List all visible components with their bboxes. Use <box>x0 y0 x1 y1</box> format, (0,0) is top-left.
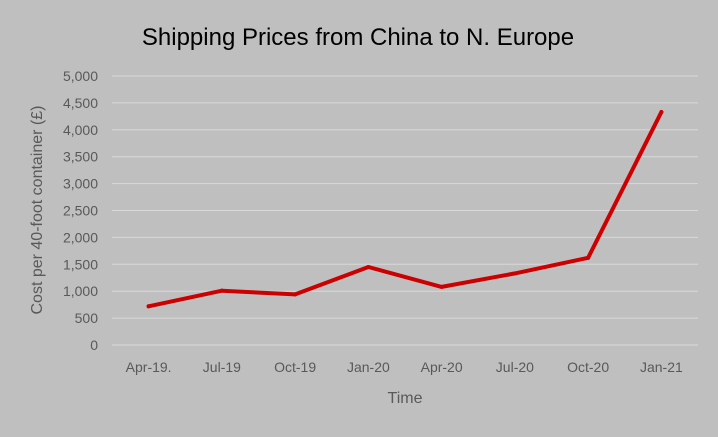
y-tick-label: 2,000 <box>63 229 98 245</box>
y-tick-label: 3,000 <box>63 176 98 192</box>
x-tick-label: Apr-20 <box>421 359 463 375</box>
data-point <box>366 264 371 269</box>
data-point <box>659 110 664 115</box>
data-point <box>293 292 298 297</box>
data-point <box>146 304 151 309</box>
y-tick-labels: 0 500 1,000 1,500 2,000 2,500 3,000 3,500 4,000 4… <box>63 68 98 353</box>
x-tick-labels: Apr-19. Jul-19 Oct-19 Jan-20 Apr-20 Jul-20 Oct… <box>126 359 683 375</box>
x-tick-label: Jan-20 <box>347 359 390 375</box>
x-tick-label: Oct-20 <box>567 359 609 375</box>
y-tick-label: 5,000 <box>63 68 98 84</box>
y-tick-label: 1,000 <box>63 283 98 299</box>
data-point <box>439 284 444 289</box>
y-tick-label: 1,500 <box>63 256 98 272</box>
y-tick-label: 3,500 <box>63 149 98 165</box>
chart-title: Shipping Prices from China to N. Europe <box>142 24 574 51</box>
data-point <box>586 255 591 260</box>
y-tick-label: 4,500 <box>63 95 98 111</box>
y-axis-label: Cost per 40-foot container (£) <box>29 106 46 315</box>
data-point <box>512 271 517 276</box>
x-tick-label: Oct-19 <box>274 359 316 375</box>
y-tick-label: 500 <box>75 310 99 326</box>
y-tick-label: 4,000 <box>63 122 98 138</box>
y-tick-label: 2,500 <box>63 203 98 219</box>
x-tick-label: Jul-20 <box>496 359 534 375</box>
y-tick-label: 0 <box>90 337 98 353</box>
x-axis-label: Time <box>388 390 423 407</box>
x-tick-label: Jul-19 <box>203 359 241 375</box>
series-group <box>146 110 664 309</box>
x-tick-label: Apr-19. <box>126 359 172 375</box>
x-tick-label: Jan-21 <box>640 359 683 375</box>
data-point <box>219 288 224 293</box>
gridlines <box>112 75 698 346</box>
series-line <box>146 110 664 309</box>
